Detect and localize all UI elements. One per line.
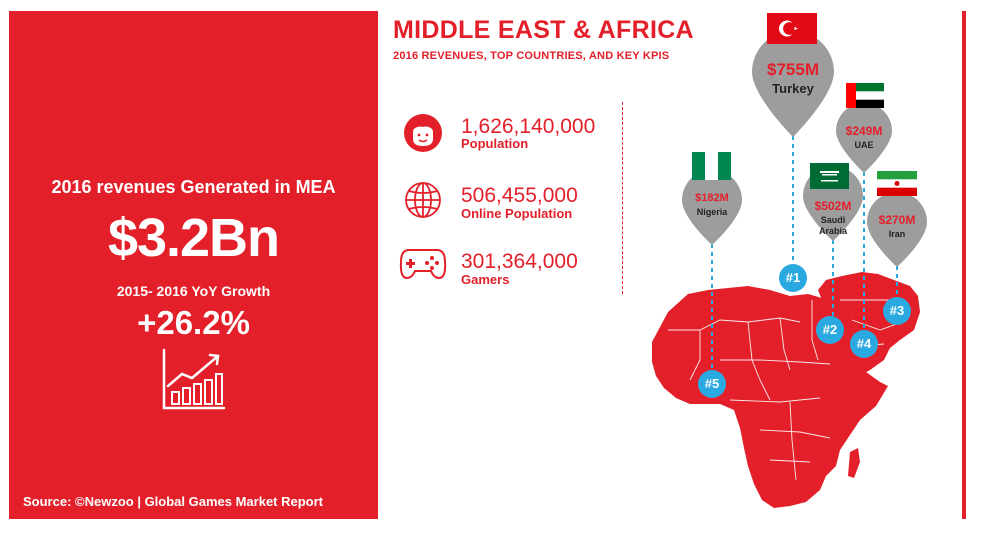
page-title: MIDDLE EAST & AFRICA [393,16,694,44]
uae-revenue: $249M [845,124,883,138]
pin-uae [836,103,892,173]
gamers-value: 301,364,000 [461,250,578,273]
rank-turkey: #1 [785,270,801,285]
rising-bar-chart-icon [162,348,226,410]
pin-turkey [752,31,834,137]
rank-uae: #4 [856,336,872,351]
saudi-arabia-name-line2: Arabia [818,226,847,236]
pin-iran [867,192,927,267]
gamers-label: Gamers [461,272,510,287]
summary-panel: 2016 revenues Generated in MEA $3.2Bn 20… [9,11,378,519]
page-subtitle: 2016 REVENUES, TOP COUNTRIES, AND KEY KP… [393,50,670,62]
saudi-arabia-flag-icon [810,163,849,189]
growth-label: 2015- 2016 YoY Growth [116,283,271,299]
iran-name: Iran [888,229,906,239]
growth-value: +26.2% [137,304,250,341]
nigeria-name: Nigeria [696,207,728,217]
iran-revenue: $270M [878,213,916,227]
online-population-label: Online Population [461,206,573,221]
saudi-arabia-name-line1: Saudi [820,215,846,225]
online-population-value: 506,455,000 [461,184,578,207]
gamepad-icon [399,249,447,280]
nigeria-flag-icon [692,152,731,180]
turkey-revenue: $755M [767,60,819,79]
nigeria-revenue: $182M [695,192,729,204]
revenue-value: $3.2Bn [107,208,280,268]
revenue-label: 2016 revenues Generated in MEA [51,177,336,197]
rank-saudi-arabia: #2 [822,322,838,337]
saudi-arabia-revenue: $502M [814,199,852,213]
rank-iran: #3 [889,303,905,318]
source-text: Source: ©Newzoo | Global Games Market Re… [23,494,324,509]
uae-name: UAE [854,140,874,150]
turkey-flag-icon [767,13,817,44]
uae-flag-icon [846,83,884,108]
iran-flag-icon [877,171,917,196]
right-edge-bar [962,11,966,519]
globe-icon [405,182,441,218]
population-value: 1,626,140,000 [461,115,596,138]
dashed-divider [622,102,623,294]
population-label: Population [461,136,529,151]
person-face-icon [404,114,442,152]
pin-nigeria [682,170,742,245]
turkey-name: Turkey [772,81,814,96]
saudi-arabia-name: Saudi Arabia [803,215,863,237]
rank-nigeria: #5 [704,376,720,391]
